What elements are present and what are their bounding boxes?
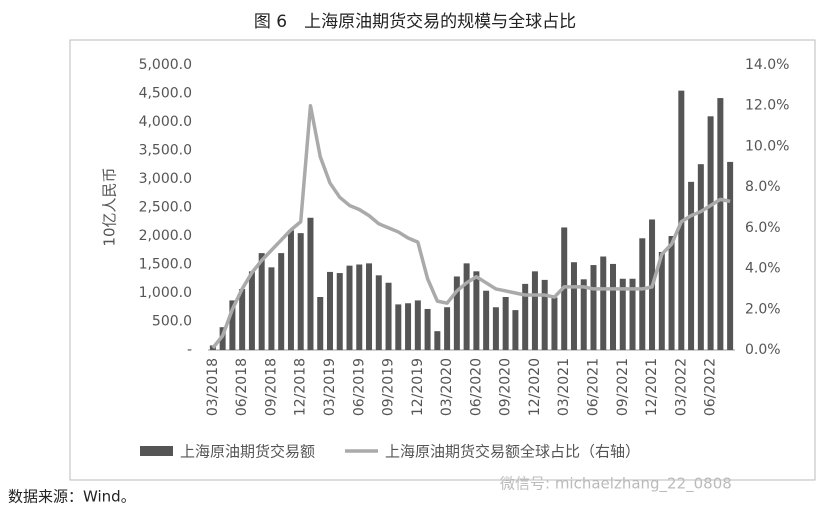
y2-tick-label: 14.0% (745, 57, 789, 73)
bar (551, 297, 558, 350)
bar (522, 283, 529, 350)
legend-label: 上海原油期货交易额全球占比（右轴） (385, 443, 640, 461)
bar (385, 282, 392, 350)
y-tick-label: 5,000.0 (139, 57, 192, 73)
bar (375, 275, 382, 350)
chart-title: 图 6 上海原油期货交易的规模与全球占比 (254, 12, 576, 32)
bar (326, 271, 333, 350)
bar (541, 279, 548, 350)
bar (580, 279, 587, 350)
bar (570, 262, 577, 350)
watermark: 微信号: michaelzhang_22_0808 (500, 475, 732, 494)
bar (297, 233, 304, 350)
bar (405, 303, 412, 350)
bar (414, 300, 421, 350)
chart-frame (69, 39, 816, 481)
x-tick-label: 12/2019 (410, 358, 426, 416)
bar (278, 253, 285, 350)
x-tick-label: 12/2021 (644, 358, 660, 416)
bar (434, 331, 441, 350)
y2-tick-label: 8.0% (745, 179, 781, 195)
legend-label: 上海原油期货交易额 (180, 443, 315, 461)
bar (473, 271, 480, 350)
x-tick-label: 03/2018 (205, 358, 221, 416)
y-axis-title: 10亿人民币 (101, 167, 119, 246)
x-tick-label: 06/2021 (585, 358, 601, 416)
bar (717, 98, 724, 350)
bar (444, 307, 451, 350)
x-tick-label: 09/2018 (263, 358, 279, 416)
x-tick-label: 12/2018 (293, 358, 309, 416)
x-tick-label: 06/2022 (703, 358, 719, 416)
bar (619, 278, 626, 350)
bar (346, 265, 353, 350)
bar (268, 267, 275, 350)
y2-tick-label: 6.0% (745, 220, 781, 236)
y-tick-label: 2,500.0 (139, 200, 192, 216)
x-tick-label: 06/2019 (351, 358, 367, 416)
bar (366, 263, 373, 350)
y-tick-label: 1,000.0 (139, 285, 192, 301)
y-tick-label: - (187, 342, 192, 358)
bar (307, 217, 314, 350)
bar (453, 276, 460, 350)
bar (219, 327, 226, 350)
bar (590, 265, 597, 350)
y-tick-label: 4,000.0 (139, 114, 192, 130)
bar (424, 308, 431, 350)
x-tick-label: 06/2018 (234, 358, 250, 416)
legend-swatch (140, 446, 173, 456)
bar (248, 271, 255, 350)
x-tick-label: 09/2021 (615, 358, 631, 416)
bar (492, 307, 499, 350)
y-tick-label: 4,500.0 (139, 86, 192, 102)
bar (356, 264, 363, 350)
bar (229, 300, 236, 350)
bar (336, 273, 343, 350)
source-note: 数据来源：Wind。 (8, 488, 136, 506)
bar (610, 263, 617, 350)
x-tick-label: 09/2019 (381, 358, 397, 416)
bar (707, 116, 714, 350)
y-tick-label: 2,000.0 (139, 228, 192, 244)
bar (463, 263, 470, 350)
x-tick-label: 03/2021 (556, 358, 572, 416)
x-tick-label: 12/2020 (527, 358, 543, 416)
y-tick-label: 3,000.0 (139, 171, 192, 187)
bar (239, 289, 246, 350)
x-tick-label: 03/2020 (439, 358, 455, 416)
bar (600, 256, 607, 350)
bar (317, 296, 324, 350)
x-tick-label: 06/2020 (468, 358, 484, 416)
bar (639, 238, 646, 350)
bar (727, 161, 734, 350)
y-tick-label: 3,500.0 (139, 143, 192, 159)
bar (697, 164, 704, 350)
x-tick-label: 03/2019 (322, 358, 338, 416)
bar (629, 278, 636, 350)
y2-tick-label: 12.0% (745, 98, 789, 114)
bar (531, 271, 538, 350)
bar (395, 304, 402, 350)
y-tick-label: 500.0 (152, 314, 192, 330)
y2-tick-label: 0.0% (745, 342, 781, 358)
bar (287, 230, 294, 350)
bar (512, 310, 519, 350)
y2-tick-label: 10.0% (745, 138, 789, 154)
bar (483, 290, 490, 350)
y2-tick-label: 4.0% (745, 261, 781, 277)
y2-tick-label: 2.0% (745, 301, 781, 317)
x-tick-label: 03/2022 (673, 358, 689, 416)
bar (688, 181, 695, 350)
bar (258, 253, 265, 350)
y-tick-label: 1,500.0 (139, 257, 192, 273)
bar (502, 296, 509, 350)
bar (668, 236, 675, 350)
line (211, 103, 731, 350)
bar (658, 251, 665, 350)
x-tick-label: 09/2020 (498, 358, 514, 416)
